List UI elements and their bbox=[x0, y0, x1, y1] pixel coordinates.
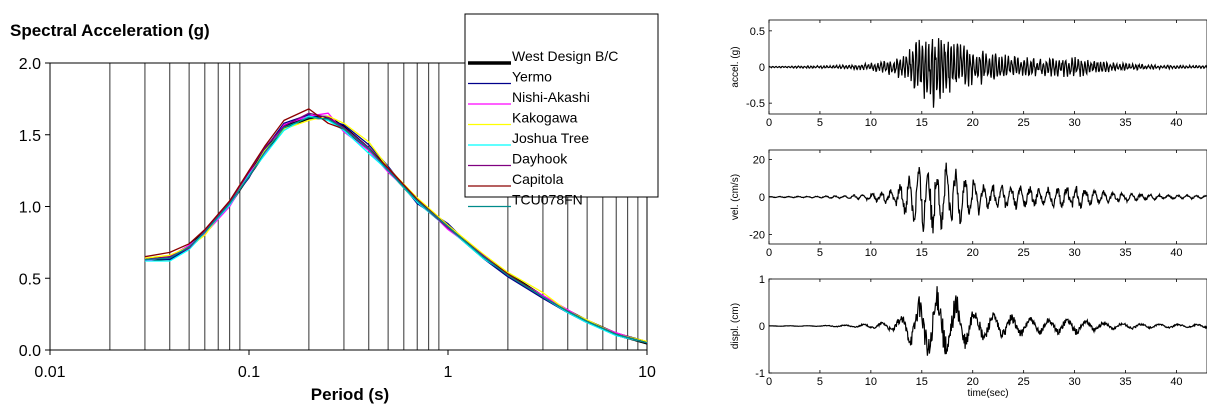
x-tick-label: 30 bbox=[1068, 117, 1080, 129]
x-tick-label: 15 bbox=[916, 247, 928, 259]
x-tick-label: 35 bbox=[1119, 376, 1131, 388]
x-tick-label: 25 bbox=[1018, 376, 1030, 388]
x-axis-label: time(sec) bbox=[967, 388, 1008, 399]
x-tick-label: 30 bbox=[1068, 376, 1080, 388]
x-tick-label: 20 bbox=[967, 376, 979, 388]
series-line bbox=[768, 286, 1207, 356]
x-tick-label: 40 bbox=[1170, 117, 1182, 129]
y-tick-label: 0.5 bbox=[19, 271, 41, 288]
legend-label: Kakogawa bbox=[512, 110, 578, 126]
y-tick-label: 20 bbox=[753, 154, 765, 166]
series-line bbox=[144, 116, 648, 344]
y-tick-label: 1.0 bbox=[19, 200, 41, 217]
y-tick-label: 2.0 bbox=[19, 56, 41, 73]
x-tick-label: 40 bbox=[1170, 247, 1182, 259]
x-tick-label: 15 bbox=[916, 117, 928, 129]
plot-area bbox=[768, 149, 1207, 245]
x-tick-label: 20 bbox=[967, 247, 979, 259]
y-tick-label: -20 bbox=[749, 230, 765, 242]
series-line bbox=[768, 38, 1207, 108]
spectral-acceleration-chart: Spectral Acceleration (g) 0.01 0.1 1 10 0.0 0.… bbox=[10, 13, 659, 404]
x-tick-label: 40 bbox=[1170, 376, 1182, 388]
x-tick-label: 5 bbox=[817, 247, 823, 259]
y-tick-label: 1.5 bbox=[19, 128, 41, 145]
y-axis-label: accel. (g) bbox=[730, 46, 741, 87]
x-axis-label: Period (s) bbox=[311, 385, 389, 404]
x-tick-label: 20 bbox=[967, 117, 979, 129]
legend-box bbox=[464, 13, 659, 198]
y-tick-label: 0 bbox=[759, 62, 765, 74]
x-tick-label: 35 bbox=[1119, 117, 1131, 129]
x-tick-label: 5 bbox=[817, 117, 823, 129]
legend-label: West Design B/C bbox=[512, 48, 618, 64]
x-tick-label: 30 bbox=[1068, 247, 1080, 259]
x-tick-label: 0.1 bbox=[238, 364, 260, 381]
x-tick-label: 5 bbox=[817, 376, 823, 388]
y-tick-label: -0.5 bbox=[746, 98, 765, 110]
chart-title: Spectral Acceleration (g) bbox=[10, 21, 210, 40]
legend-label: Yermo bbox=[512, 69, 552, 85]
x-tick-label: 35 bbox=[1119, 247, 1131, 259]
legend-label: TCU078FN bbox=[512, 192, 583, 208]
x-tick-label: 10 bbox=[865, 376, 877, 388]
x-tick-label: 10 bbox=[865, 247, 877, 259]
y-tick-label: 1 bbox=[759, 274, 765, 286]
x-tick-label: 25 bbox=[1018, 117, 1030, 129]
x-tick-label: 25 bbox=[1018, 247, 1030, 259]
y-axis-label: displ. (cm) bbox=[730, 303, 741, 349]
legend-label: Nishi-Akashi bbox=[512, 89, 590, 105]
y-tick-label: 0 bbox=[759, 192, 765, 204]
legend-label: Capitola bbox=[512, 171, 564, 187]
y-tick-label: -1 bbox=[755, 368, 765, 380]
y-axis-label: vel. (cm/s) bbox=[730, 174, 741, 220]
x-tick-label: 0 bbox=[766, 117, 772, 129]
y-tick-label: 0 bbox=[759, 321, 765, 333]
legend-label: Dayhook bbox=[512, 151, 568, 167]
x-tick-label: 0.01 bbox=[34, 364, 65, 381]
x-tick-label: 15 bbox=[916, 376, 928, 388]
x-tick-label: 0 bbox=[766, 247, 772, 259]
x-tick-label: 10 bbox=[865, 117, 877, 129]
series-line bbox=[768, 162, 1207, 234]
legend-label: Joshua Tree bbox=[512, 130, 589, 146]
x-tick-label: 10 bbox=[638, 364, 656, 381]
x-tick-label: 1 bbox=[444, 364, 453, 381]
y-tick-label: 0.0 bbox=[19, 343, 41, 360]
y-tick-label: 0.5 bbox=[750, 26, 765, 38]
x-tick-label: 0 bbox=[766, 376, 772, 388]
